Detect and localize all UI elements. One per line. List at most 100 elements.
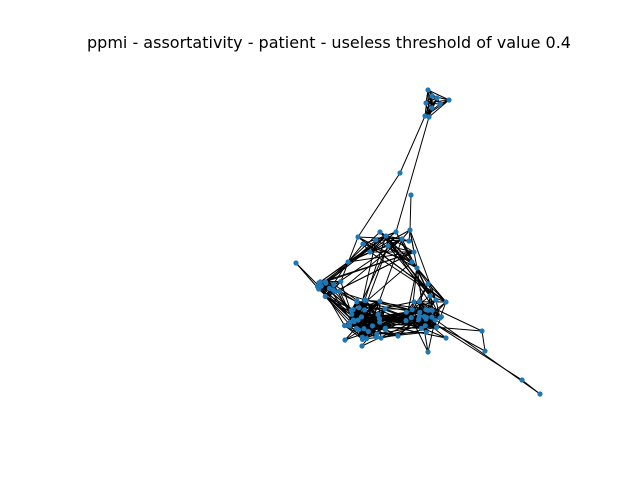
graph-edge [431,316,541,395]
graph-edge [409,229,418,269]
graph-node [360,241,366,247]
graph-edge [357,236,418,269]
graph-node [446,97,452,103]
graph-edge [364,235,387,301]
graph-edge [356,300,447,339]
graph-nodes [293,87,543,397]
graph-node [293,260,299,266]
graph-node [423,307,429,313]
graph-edge [295,262,355,322]
graph-node [433,297,439,303]
graph-node [375,311,381,318]
graph-edge [416,267,425,317]
graph-node [408,192,414,198]
graph-node [482,348,488,354]
graph-node [429,93,435,99]
graph-node [403,318,409,324]
graph-node [383,233,389,239]
graph-edge [419,283,429,302]
graph-edges [295,89,541,395]
graph-node [373,237,379,243]
graph-edge [409,229,437,301]
graph-node [429,314,435,320]
graph-edge [324,296,363,340]
graph-node [331,282,337,288]
graph-edge [361,245,389,318]
graph-node [337,288,343,294]
graph-node [443,299,449,305]
graph-node [416,316,422,322]
graph-edge [427,89,450,101]
graph-edge [344,325,363,340]
graph-edge [410,317,429,353]
graph-node [376,316,382,322]
graph-edge [419,301,483,332]
graph-node [350,317,357,323]
graph-node [345,259,351,265]
graph-edge [409,194,412,231]
graph-node [399,236,405,242]
graph-node [361,326,367,332]
graph-node [416,298,423,305]
graph-node [332,288,338,295]
graph-node [437,315,443,321]
graph-edge [295,262,320,290]
graph-edge [424,99,450,117]
graph-edge [436,326,483,332]
graph-node [425,281,431,287]
graph-node [382,327,388,333]
graph-node [355,234,361,240]
graph-node [362,307,368,313]
graph-node [395,333,401,339]
graph-node [414,265,420,271]
graph-node [434,95,440,101]
graph-node [397,170,403,176]
graph-node [356,305,362,311]
graph-node [537,391,543,397]
graph-edge [428,99,450,118]
graph-node [423,329,429,335]
graph-edge [358,307,429,311]
graph-edge [357,236,447,303]
graph-node [407,227,413,233]
graph-node [418,325,424,331]
graph-node [326,285,332,291]
graph-node [349,311,355,317]
graph-node [322,293,328,299]
graph-node [358,314,365,320]
figure-title: ppmi - assortativity - patient - useless… [87,33,571,52]
graph-node [426,114,432,120]
graph-edge [380,319,436,339]
graph-node [348,307,354,314]
graph-node [422,113,428,119]
graph-edge [380,326,437,339]
graph-node [403,309,409,315]
graph-node [406,238,412,244]
graph-node [359,343,365,349]
graph-edge [369,245,389,253]
graph-node [408,315,414,321]
graph-edge [427,320,436,353]
graph-node [429,105,435,111]
graph-node [342,323,348,329]
graph-node [409,259,415,265]
graph-edge [358,245,389,308]
graph-node [434,324,440,330]
graph-node [369,323,376,329]
graph-edge [399,115,426,174]
graph-edge [361,318,419,347]
graph-node [437,101,443,107]
graph-node [382,306,388,312]
graph-node [347,319,353,325]
graph-edge [395,116,430,233]
graph-node [409,307,415,313]
graph-node [322,279,328,285]
graph-node [411,299,417,305]
graph-node [479,328,485,334]
graph-node [393,229,399,235]
graph-node [443,335,449,341]
graph-node [374,331,380,337]
graph-node [365,328,371,335]
graph-node [417,309,423,315]
graph-edge [425,99,450,104]
